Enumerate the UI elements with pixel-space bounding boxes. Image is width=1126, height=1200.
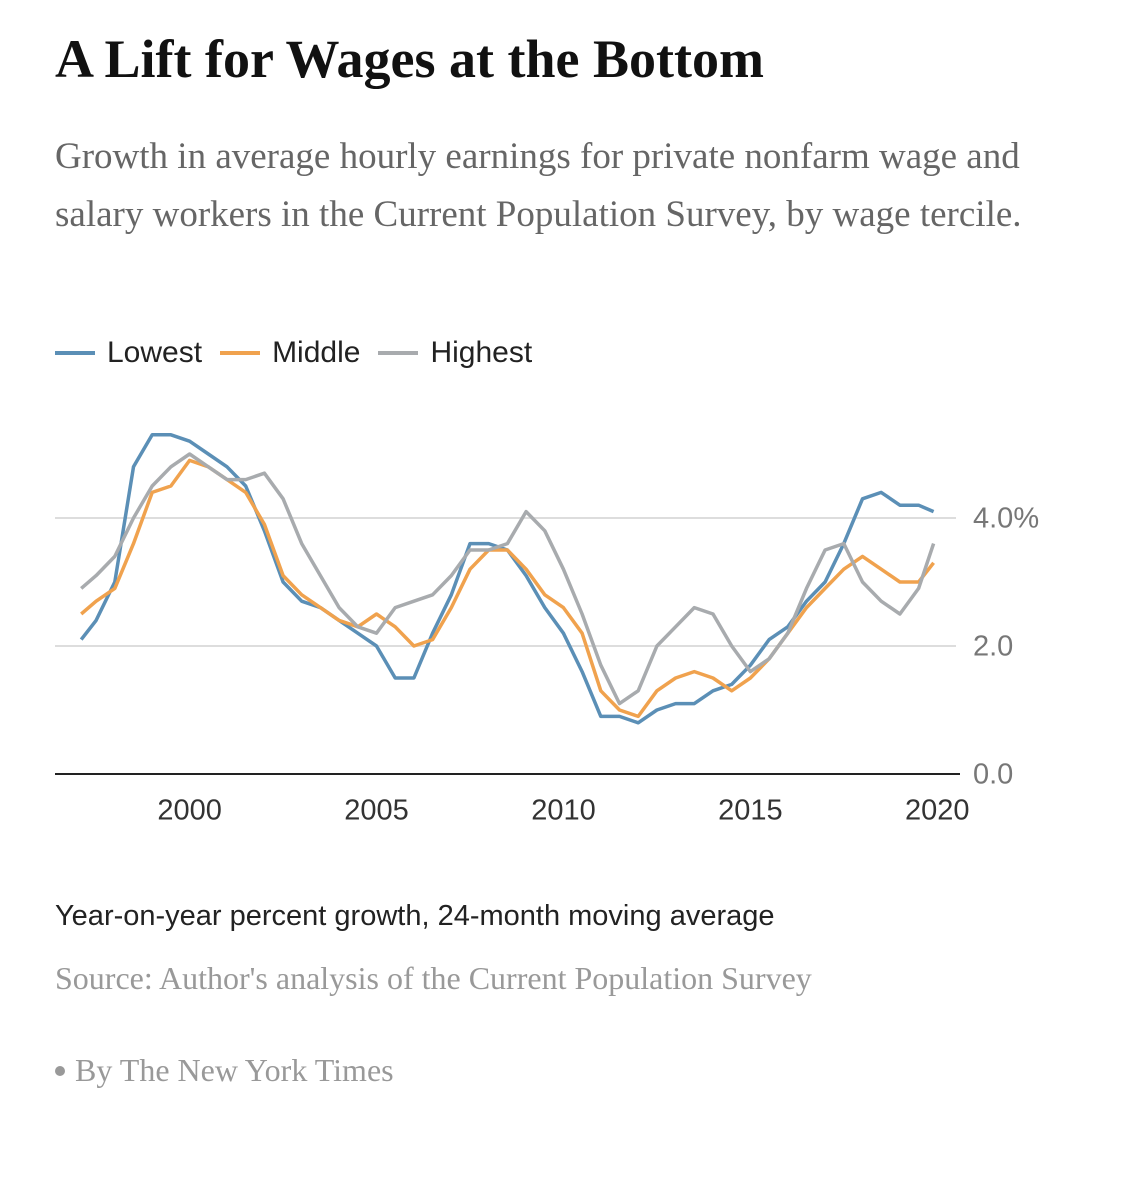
bullet xyxy=(55,1065,65,1076)
legend-label: Lowest xyxy=(107,336,203,369)
credit-line: By The New York Times xyxy=(55,1052,394,1089)
y-tick-label: 2.0 xyxy=(973,631,1013,663)
chart-title: A Lift for Wages at the Bottom xyxy=(55,29,764,89)
chart-note: Year-on-year percent growth, 24-month mo… xyxy=(55,900,775,932)
chart: 0.0 2.0 4.0% 2000 2005 2010 2015 2020 xyxy=(55,433,1039,827)
x-tick-label: 2010 xyxy=(531,795,596,827)
y-tick-label: 4.0% xyxy=(973,503,1039,535)
x-tick-label: 2015 xyxy=(718,795,783,827)
legend-label: Middle xyxy=(272,336,361,369)
legend-item: Highest xyxy=(378,336,532,370)
series-line xyxy=(80,452,936,706)
legend-item: Lowest xyxy=(55,336,202,370)
legend-swatch xyxy=(55,351,95,355)
series-line xyxy=(79,433,935,725)
credit: By The New York Times xyxy=(75,1052,394,1088)
x-tick-label: 2005 xyxy=(344,795,409,827)
x-tick-label: 2020 xyxy=(905,795,970,827)
legend-label: Highest xyxy=(430,336,533,369)
chart-source: Source: Author's analysis of the Current… xyxy=(55,960,812,996)
legend-swatch xyxy=(378,351,419,355)
legend-item: Middle xyxy=(220,336,360,370)
chart-subtitle: Growth in average hourly earnings for pr… xyxy=(55,136,1022,235)
legend-swatch xyxy=(220,351,261,355)
y-tick-label: 0.0 xyxy=(973,759,1013,791)
legend: Lowest Middle Highest xyxy=(55,336,532,370)
x-tick-label: 2000 xyxy=(157,795,222,827)
